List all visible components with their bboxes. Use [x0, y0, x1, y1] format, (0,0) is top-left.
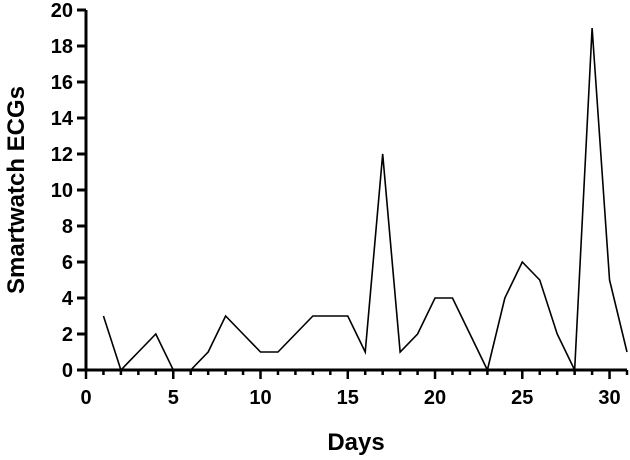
- y-tick-label: 12: [51, 144, 73, 166]
- y-tick-label: 16: [51, 72, 73, 94]
- series-layer: [102, 27, 628, 373]
- x-tick-label: 10: [249, 387, 271, 409]
- y-tick-label: 4: [62, 288, 74, 310]
- x-tick-label: 5: [168, 387, 179, 409]
- y-tick-label: 10: [51, 180, 73, 202]
- y-axis-ticks: 0 2 4 6 8 10 12 14 16 18 20: [51, 0, 86, 382]
- series-line: [102, 27, 628, 373]
- y-tick-label: 6: [62, 252, 73, 274]
- y-tick-label: 0: [62, 360, 73, 382]
- y-tick-label: 2: [62, 324, 73, 346]
- x-tick-label: 15: [337, 387, 359, 409]
- x-tick-label: 20: [424, 387, 446, 409]
- x-tick-label: 25: [511, 387, 533, 409]
- y-tick-label: 8: [62, 216, 73, 238]
- x-axis-label: Days: [327, 429, 384, 456]
- y-tick-label: 14: [51, 108, 74, 130]
- x-tick-label: 30: [598, 387, 620, 409]
- y-tick-label: 20: [51, 0, 73, 22]
- y-tick-label: 18: [51, 36, 73, 58]
- x-tick-label: 0: [80, 387, 91, 409]
- x-axis-ticks: 0 5 10 15 20 25 30: [80, 370, 629, 409]
- y-axis-label: Smartwatch ECGs: [3, 86, 30, 294]
